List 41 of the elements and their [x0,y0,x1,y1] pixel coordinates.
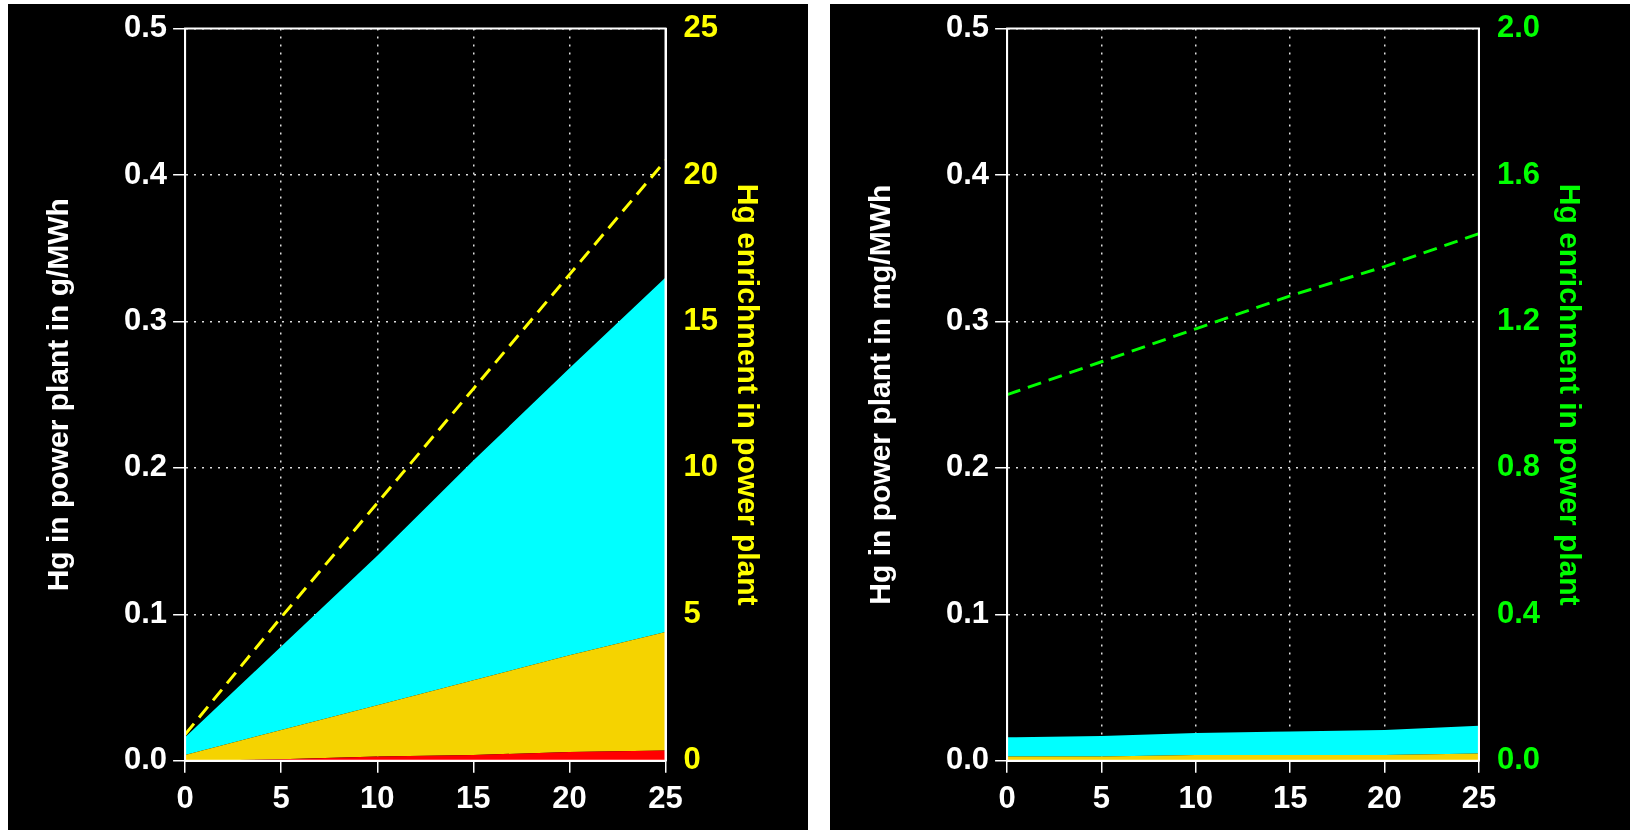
y-tick-label: 0.3 [945,302,990,338]
x-tick-label: 20 [552,779,587,815]
x-tick-label: 15 [456,779,491,815]
y-tick-label: 0.0 [945,741,990,777]
y-tick-label: 0.0 [123,741,168,777]
x-tick-label: 10 [1178,779,1214,815]
line-series [1007,232,1479,397]
x-tick-label: 5 [1092,779,1111,815]
y2-tick-label: 0 [683,741,701,777]
y2-axis-title: Hg enrichment in power plant [731,183,765,606]
y-tick-label: 0.2 [945,448,990,484]
y2-tick-label: 0.4 [1496,594,1541,630]
y-tick-label: 0.2 [123,448,168,484]
y-tick-label: 0.5 [123,9,168,45]
x-tick-label: 0 [176,779,194,815]
y-tick-label: 0.5 [945,9,990,45]
x-tick-label: 0 [998,779,1016,815]
x-tick-label: 15 [1272,779,1308,815]
y2-tick-label: 2.0 [1496,9,1541,45]
y-tick-label: 0.4 [123,155,168,191]
x-tick-label: 25 [1461,779,1497,815]
y2-tick-label: 0.0 [1496,741,1541,777]
y2-tick-label: 1.6 [1496,155,1541,191]
y-tick-label: 0.3 [123,302,168,338]
y2-axis-title: Hg enrichment in power plant [1553,183,1587,606]
x-tick-label: 10 [360,779,395,815]
x-tick-label: 20 [1367,779,1402,815]
x-tick-label: 5 [272,779,290,815]
y-axis-title: Hg in power plant in mg/MWh [863,184,897,605]
y-axis-title: Hg in power plant in g/MWh [41,198,75,592]
y-tick-label: 0.1 [123,594,168,630]
y-tick-label: 0.1 [945,594,990,630]
y2-tick-label: 5 [683,594,701,630]
y-tick-label: 0.4 [945,155,990,191]
y2-tick-label: 1.2 [1496,302,1541,338]
x-tick-label: 25 [648,779,683,815]
y2-tick-label: 20 [683,155,718,191]
y2-tick-label: 15 [683,302,718,338]
y2-tick-label: 10 [683,448,718,484]
y2-tick-label: 0.8 [1496,448,1541,484]
y2-tick-label: 25 [683,9,718,45]
